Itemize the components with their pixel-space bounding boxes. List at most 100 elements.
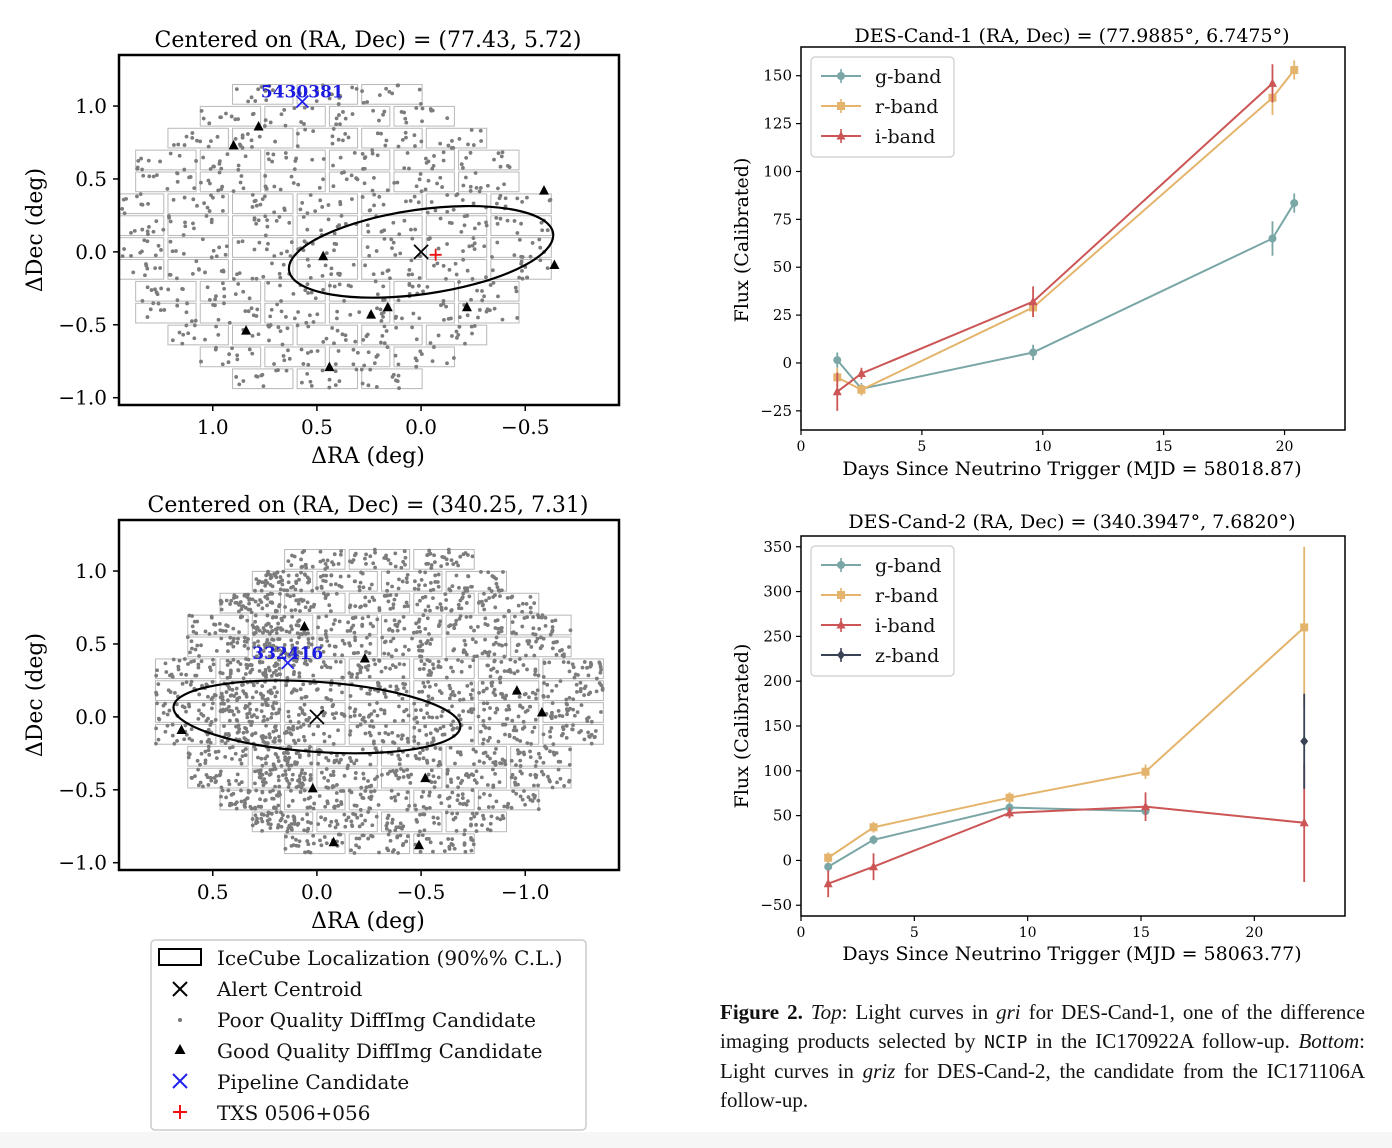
lightcurve-1-legend-g-band-marker bbox=[837, 72, 845, 80]
skymap-2-poor-candidate bbox=[271, 615, 276, 619]
skymap-2-poor-candidate bbox=[414, 630, 419, 635]
skymap-2-poor-candidate bbox=[359, 570, 363, 575]
skymap-2-poor-candidate bbox=[336, 728, 340, 733]
skymap-1-poor-candidate bbox=[470, 277, 475, 281]
skymap-2-poor-candidate bbox=[455, 811, 460, 816]
skymap-2-poor-candidate bbox=[509, 758, 514, 763]
skymap-2-poor-candidate bbox=[460, 796, 465, 800]
skymap-2-poor-candidate bbox=[451, 817, 456, 822]
skymap-2-poor-candidate bbox=[274, 810, 279, 815]
skymap-1-poor-candidate bbox=[217, 245, 222, 250]
lightcurve-1-r-band-point bbox=[1290, 65, 1299, 74]
skymap-1-pipeline-label: 5430381 bbox=[261, 83, 344, 103]
skymap-2-poor-candidate bbox=[187, 704, 192, 709]
skymap-1-poor-candidate bbox=[375, 353, 380, 358]
skymap-1-poor-candidate bbox=[198, 139, 203, 144]
legend-label-txs: TXS 0506+056 bbox=[217, 1101, 370, 1125]
skymap-2-poor-candidate bbox=[253, 805, 257, 810]
skymap-1-ccd-chip bbox=[458, 280, 520, 302]
skymap-2-poor-candidate bbox=[227, 782, 232, 787]
skymap-1-poor-candidate bbox=[275, 302, 280, 307]
skymap-1-poor-candidate bbox=[270, 159, 275, 164]
skymap-2-poor-candidate bbox=[249, 663, 254, 667]
skymap-2-poor-candidate bbox=[213, 750, 218, 754]
skymap-2-poor-candidate bbox=[279, 763, 284, 768]
skymap-2-poor-candidate bbox=[214, 648, 219, 653]
skymap-2-poor-candidate bbox=[326, 592, 330, 597]
skymap-2-poor-candidate bbox=[486, 805, 491, 809]
skymap-1-poor-candidate bbox=[321, 177, 325, 182]
skymap-2-poor-candidate bbox=[494, 746, 498, 751]
skymap-1-poor-candidate bbox=[145, 239, 150, 244]
skymap-2-poor-candidate bbox=[417, 625, 421, 630]
skymap-2-poor-candidate bbox=[155, 668, 159, 673]
skymap-1-poor-candidate bbox=[393, 353, 398, 358]
skymap-1-poor-candidate bbox=[431, 163, 436, 168]
skymap-2-poor-candidate bbox=[225, 658, 230, 663]
skymap-2-poor-candidate bbox=[278, 626, 283, 630]
skymap-2-poor-candidate bbox=[339, 549, 344, 554]
skymap-2-poor-candidate bbox=[577, 730, 582, 735]
skymap-1-poor-candidate bbox=[423, 187, 428, 192]
skymap-2-poor-candidate bbox=[302, 788, 307, 793]
skymap-1-poor-candidate bbox=[298, 207, 303, 212]
skymap-2-poor-candidate bbox=[258, 797, 262, 802]
skymap-2-poor-candidate bbox=[184, 672, 189, 677]
skymap-2-poor-candidate bbox=[349, 759, 354, 763]
skymap-2-poor-candidate bbox=[594, 676, 599, 681]
skymap-2-poor-candidate bbox=[209, 778, 214, 783]
skymap-2-poor-candidate bbox=[267, 641, 272, 646]
skymap-1-poor-candidate bbox=[180, 341, 185, 346]
skymap-2-poor-candidate bbox=[241, 730, 246, 735]
skymap-2-poor-candidate bbox=[224, 690, 229, 694]
skymap-2-poor-candidate bbox=[479, 570, 483, 574]
skymap-1-ccd-chip bbox=[296, 127, 359, 149]
skymap-1-poor-candidate bbox=[306, 362, 311, 367]
skymap-1-poor-candidate bbox=[206, 178, 211, 183]
skymap-2-poor-candidate bbox=[246, 592, 250, 597]
skymap-2-poor-candidate bbox=[412, 701, 417, 706]
caption-top-text-3: in the IC170922A follow-up. bbox=[1027, 1029, 1299, 1053]
skymap-2-poor-candidate bbox=[404, 600, 409, 605]
skymap-2-poor-candidate bbox=[396, 753, 401, 758]
skymap-2-poor-candidate bbox=[468, 726, 473, 730]
skymap-1-poor-candidate bbox=[203, 270, 207, 275]
skymap-2-poor-candidate bbox=[344, 818, 349, 823]
skymap-2-poor-candidate bbox=[396, 851, 400, 855]
skymap-2-poor-candidate bbox=[538, 646, 543, 651]
skymap-1-poor-candidate bbox=[416, 283, 421, 288]
skymap-2-poor-candidate bbox=[570, 727, 575, 732]
skymap-2-poor-candidate bbox=[469, 681, 474, 686]
skymap-2-poor-candidate bbox=[284, 834, 288, 839]
skymap-2-poor-candidate bbox=[485, 754, 490, 759]
skymap-2-poor-candidate bbox=[266, 689, 271, 694]
skymap-1-poor-candidate bbox=[410, 236, 415, 241]
skymap-1-poor-candidate bbox=[402, 110, 407, 115]
skymap-2-poor-candidate bbox=[444, 598, 449, 602]
skymap-1-poor-candidate bbox=[336, 102, 341, 106]
skymap-2-poor-candidate bbox=[268, 582, 273, 587]
skymap-1-poor-candidate bbox=[148, 307, 153, 312]
skymap-2-poor-candidate bbox=[534, 759, 539, 764]
skymap-2-poor-candidate bbox=[393, 564, 398, 569]
skymap-1-poor-candidate bbox=[349, 173, 354, 178]
skymap-2-poor-candidate bbox=[536, 673, 541, 678]
skymap-1-poor-candidate bbox=[270, 261, 274, 266]
skymap-2-poor-candidate bbox=[521, 719, 526, 724]
skymap-2-poor-candidate bbox=[449, 693, 454, 697]
skymap-2-poor-candidate bbox=[385, 588, 389, 593]
skymap-2-poor-candidate bbox=[526, 795, 531, 800]
skymap-2-poor-candidate bbox=[290, 627, 294, 632]
skymap-2-poor-candidate bbox=[522, 752, 527, 757]
skymap-1-poor-candidate bbox=[287, 220, 292, 225]
skymap-2-poor-candidate bbox=[227, 803, 232, 808]
lightcurve-1-ytick-label: 0 bbox=[782, 354, 792, 372]
skymap-1-poor-candidate bbox=[265, 151, 270, 156]
skymap-2-poor-candidate bbox=[154, 726, 158, 731]
skymap-2-poor-candidate bbox=[290, 614, 295, 619]
skymap-1-poor-candidate bbox=[417, 177, 422, 182]
skymap-2-poor-candidate bbox=[589, 741, 594, 746]
skymap-1-poor-candidate bbox=[346, 135, 351, 140]
skymap-2-poor-candidate bbox=[311, 833, 316, 838]
skymap-2-poor-candidate bbox=[350, 672, 354, 677]
